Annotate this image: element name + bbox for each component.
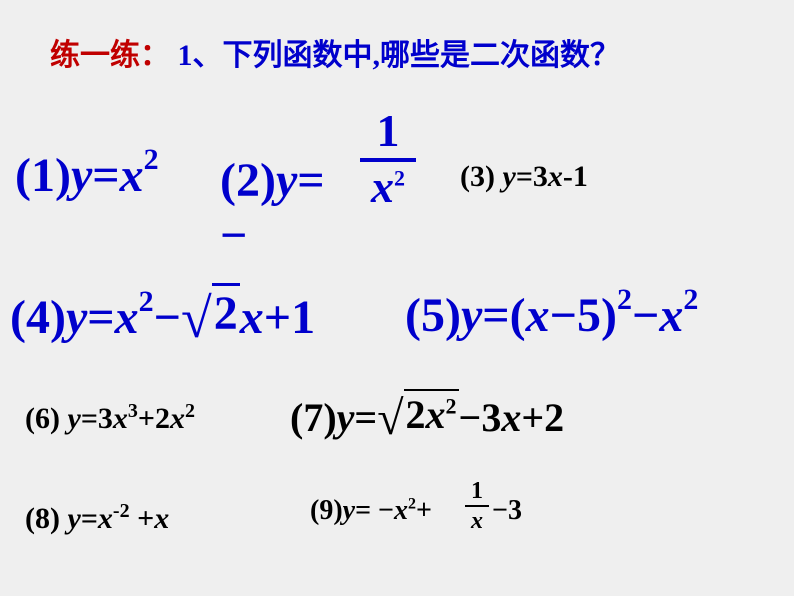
eq6-plus: +2: [138, 402, 170, 435]
eq8-label: (8): [25, 502, 67, 535]
eq5-exp2: 2: [683, 283, 698, 316]
eq5-label: (5): [405, 289, 461, 342]
eq4-plus: +1: [264, 291, 315, 344]
eq9-left: (9)y= −x2+: [310, 495, 432, 527]
title-blue: 1、下列函数中,哪些是二次函数？: [178, 39, 621, 72]
eq6-y: y: [67, 402, 80, 435]
eq9-plus: +: [416, 495, 432, 526]
eq4-x1: x: [115, 291, 139, 344]
eq1-label: (1): [15, 149, 71, 202]
equation-8: (8) y=x-2 +x: [25, 500, 169, 536]
eq3-label: (3): [460, 160, 502, 193]
equation-5: (5)y=(x−5)2−x2: [405, 288, 698, 343]
eq2-fraction: 1 x2: [360, 108, 416, 210]
eq7-x: x: [501, 395, 521, 440]
eq7-y: y: [337, 395, 355, 440]
eq1-x: x: [120, 149, 144, 202]
title-red: 练一练：: [50, 39, 170, 72]
eq2-y: y: [276, 154, 297, 207]
eq3-x: x: [548, 160, 563, 193]
eq6-eq: =3: [81, 402, 113, 435]
eq3-y: y: [502, 160, 515, 193]
eq4-minus: −: [154, 291, 181, 344]
eq9-tail: −3: [492, 495, 522, 527]
eq7-tail: +2: [521, 395, 564, 440]
eq5-exp1: 2: [617, 283, 632, 316]
eq8-x: x: [98, 502, 113, 535]
equation-3: (3) y=3x-1: [460, 160, 588, 194]
eq2-left: (2)y= −: [220, 153, 325, 263]
eq7-sqrt-content: 2x2: [404, 389, 459, 438]
equation-7: (7)y=√2x2−3x+2: [290, 388, 564, 443]
eq5-eq: =(: [482, 289, 525, 342]
eq1-exp: 2: [144, 143, 159, 176]
eq6-exp2: 2: [185, 400, 195, 422]
eq3-eq: =3: [516, 160, 548, 193]
sqrt-symbol: √: [377, 392, 403, 445]
eq2-denominator: x2: [360, 162, 416, 210]
eq6-x2: x: [170, 402, 185, 435]
eq8-x2: x: [154, 502, 169, 535]
eq9-y: y: [343, 495, 355, 526]
eq7-2x: 2x: [406, 392, 446, 437]
equation-4: (4)y=x2−√2x+1: [10, 283, 315, 347]
eq2-den-x: x: [371, 161, 394, 212]
eq5-minus: −: [632, 289, 659, 342]
eq4-x2: x: [240, 291, 264, 344]
eq9-x: x: [394, 495, 408, 526]
eq4-sqrt: 2: [212, 283, 240, 341]
eq2-numerator: 1: [360, 108, 416, 158]
eq1-y: y: [71, 149, 92, 202]
eq3-tail: -1: [563, 160, 588, 193]
equation-1: (1)y=x2: [15, 148, 159, 203]
eq5-inner: −5): [550, 289, 617, 342]
eq8-y: y: [67, 502, 80, 535]
eq4-eq: =: [87, 291, 114, 344]
fraction-bar: [465, 505, 489, 507]
eq6-x1: x: [113, 402, 128, 435]
eq6-exp1: 3: [128, 400, 138, 422]
eq7-label: (7): [290, 395, 337, 440]
eq9-eq: = −: [355, 495, 394, 526]
eq4-exp1: 2: [139, 285, 154, 318]
eq8-eq: =: [81, 502, 98, 535]
eq9-fraction: 1 x: [465, 479, 489, 533]
equation-6: (6) y=3x3+2x2: [25, 400, 195, 436]
eq5-y: y: [461, 289, 482, 342]
eq5-x1: x: [526, 289, 550, 342]
eq9-label: (9): [310, 495, 343, 526]
eq4-y: y: [66, 291, 87, 344]
sqrt-symbol: √: [181, 288, 212, 350]
eq5-x2: x: [659, 289, 683, 342]
eq9-exp: 2: [408, 496, 416, 513]
eq2-den-exp: 2: [394, 166, 405, 191]
eq4-label: (4): [10, 291, 66, 344]
eq2-label: (2): [220, 154, 276, 207]
title-row: 练一练： 1、下列函数中,哪些是二次函数？: [50, 30, 620, 74]
eq8-tail: +: [130, 502, 155, 535]
eq7-eq: =: [354, 395, 377, 440]
eq9-denominator: x: [465, 509, 489, 533]
eq9-numerator: 1: [465, 479, 489, 503]
eq7-mid: −3: [459, 395, 502, 440]
eq6-label: (6): [25, 402, 67, 435]
eq7-sqrt-exp: 2: [446, 394, 457, 419]
eq1-eq: =: [92, 149, 119, 202]
eq8-exp: -2: [113, 500, 130, 522]
